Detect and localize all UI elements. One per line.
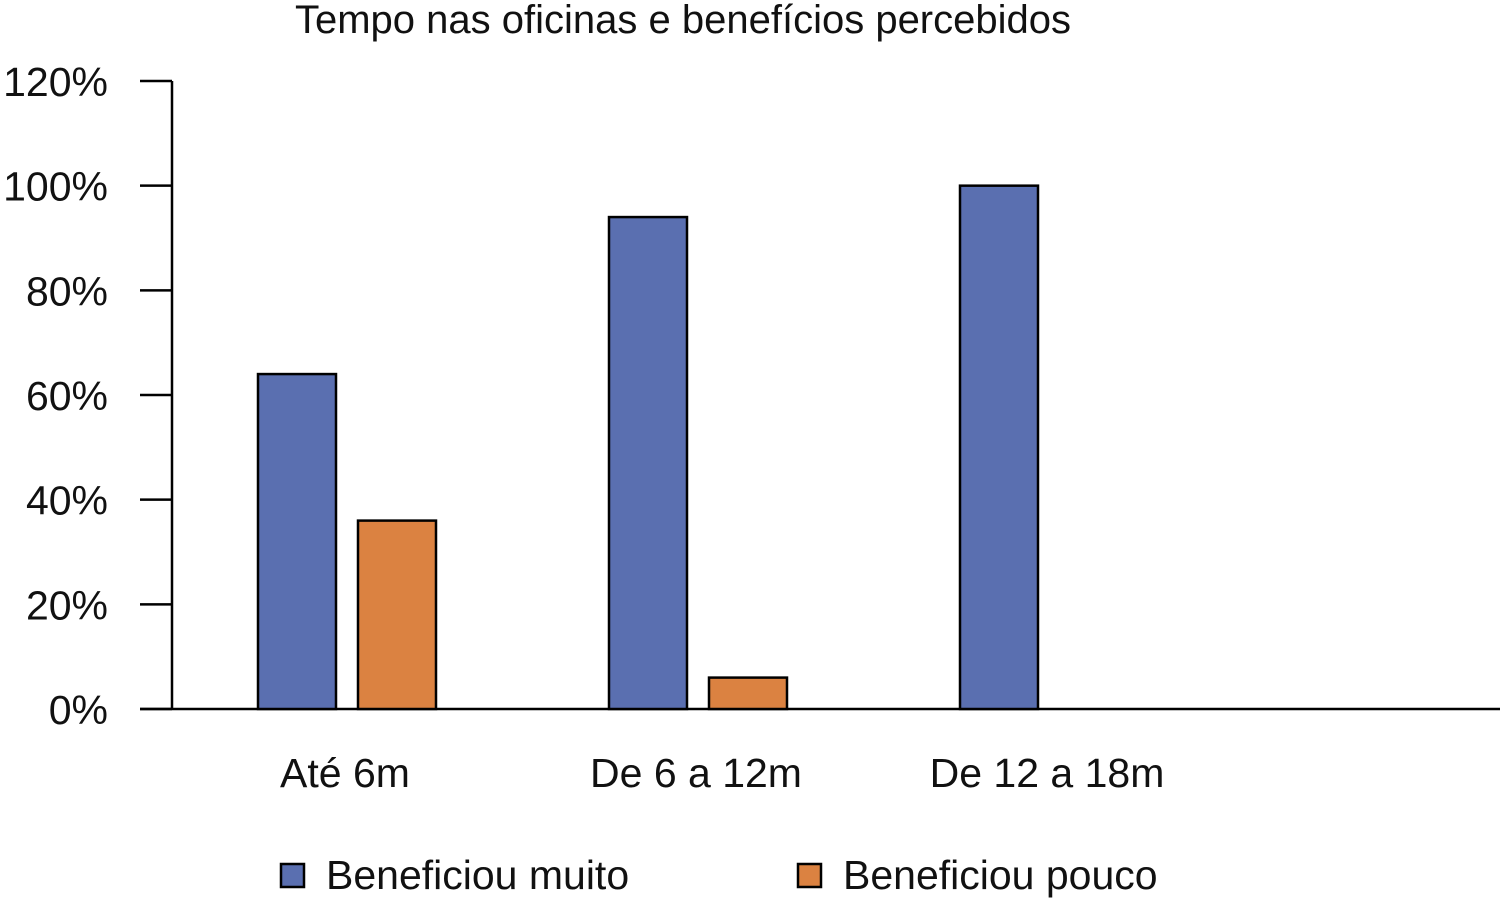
y-tick-group: 0% 20% 40% 60% 80% 100% 120% — [3, 59, 172, 733]
bar-beneficiou-muito-3 — [958, 184, 1040, 711]
bar-beneficiou-pouco-2 — [707, 676, 789, 711]
y-tick-label: 40% — [26, 478, 108, 524]
y-tick-label: 20% — [26, 582, 108, 628]
chart-title: Tempo nas oficinas e benefícios percebid… — [295, 0, 1071, 42]
legend-swatch-beneficiou-muito — [279, 862, 306, 889]
bar-beneficiou-pouco-1 — [356, 519, 438, 711]
legend-label-beneficiou-muito: Beneficiou muito — [326, 852, 629, 898]
y-tick-label: 80% — [26, 268, 108, 314]
legend-label-beneficiou-pouco: Beneficiou pouco — [843, 852, 1158, 898]
bar-beneficiou-muito-2 — [607, 215, 689, 711]
y-tick-label: 60% — [26, 373, 108, 419]
legend-swatch-beneficiou-pouco — [796, 862, 823, 889]
bar-beneficiou-muito-1 — [256, 372, 338, 711]
x-tick-label: Até 6m — [280, 750, 410, 796]
y-tick-label: 100% — [3, 164, 108, 210]
bars-group — [256, 184, 1040, 711]
x-tick-label: De 6 a 12m — [590, 750, 802, 796]
legend: Beneficiou muito Beneficiou pouco — [279, 852, 1158, 898]
x-tick-labels: Até 6m De 6 a 12m De 12 a 18m — [280, 750, 1164, 796]
y-tick-label: 0% — [49, 687, 108, 733]
x-tick-label: De 12 a 18m — [930, 750, 1165, 796]
y-tick-label: 120% — [3, 59, 108, 105]
